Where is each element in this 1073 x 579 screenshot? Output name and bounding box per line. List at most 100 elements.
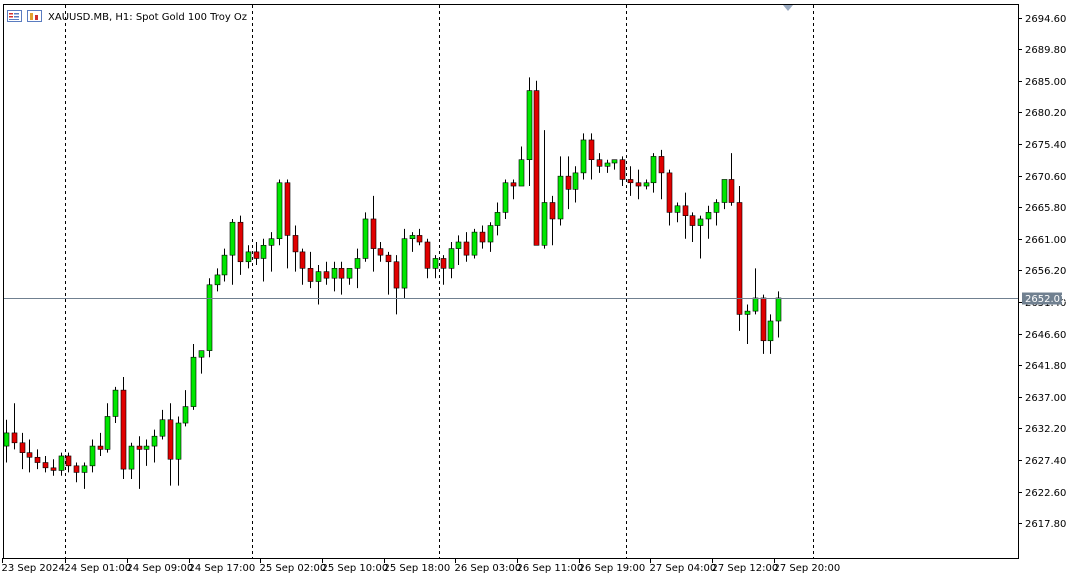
- candle: [705, 205, 712, 239]
- candle-body-bear: [292, 235, 299, 253]
- candle-body-bear: [689, 215, 696, 226]
- candle: [73, 462, 80, 483]
- time-tick-label: 24 Sep 01:00: [65, 563, 132, 574]
- candle-body-bear: [533, 90, 540, 246]
- candle-body-bull: [518, 159, 525, 187]
- candle: [362, 212, 369, 262]
- candle: [611, 159, 618, 170]
- candle: [58, 452, 65, 476]
- candle: [448, 242, 455, 279]
- candle-body-bull: [721, 179, 728, 203]
- candle-body-bear: [393, 261, 400, 289]
- candle-body-bear: [253, 251, 260, 259]
- candle: [81, 462, 88, 489]
- candle-body-bull: [409, 235, 416, 240]
- candle: [682, 192, 689, 239]
- price-tick-label: 2675.40: [1025, 140, 1066, 151]
- candle-body-bull: [175, 422, 182, 460]
- candle-body-bear: [619, 159, 626, 180]
- candle: [580, 133, 587, 180]
- time-tick-label: 23 Sep 2024: [2, 563, 65, 574]
- candle-body-bull: [643, 182, 650, 187]
- candle: [331, 261, 338, 292]
- price-tick-label: 2617.80: [1025, 519, 1066, 530]
- candle: [292, 225, 299, 272]
- current-price-label: 2652.01: [1022, 292, 1066, 305]
- candle: [549, 195, 556, 246]
- candle-body-bear: [424, 241, 431, 269]
- candle-body-bear: [42, 462, 49, 469]
- candle: [533, 80, 540, 246]
- candle: [136, 436, 143, 489]
- candle-body-bear: [760, 297, 767, 342]
- candle: [120, 376, 127, 479]
- candle-body-bear: [120, 389, 127, 470]
- candle-body-bull: [557, 175, 564, 220]
- chart-window-icon[interactable]: [7, 10, 22, 22]
- candle: [260, 238, 267, 282]
- candle-body-bull: [315, 271, 322, 282]
- candle-body-bear: [97, 445, 104, 450]
- candle: [97, 432, 104, 456]
- candle-body-bull: [455, 241, 462, 249]
- candle: [518, 146, 525, 187]
- candle: [565, 156, 572, 210]
- candle-body-bull: [190, 356, 197, 407]
- price-tick-label: 2670.60: [1025, 172, 1066, 183]
- candle: [627, 166, 634, 196]
- plot-area[interactable]: [3, 4, 1019, 559]
- candle: [572, 166, 579, 203]
- candle: [89, 439, 96, 473]
- candle-body-bull: [143, 445, 150, 450]
- candle: [190, 344, 197, 410]
- candle-body-bear: [284, 182, 291, 236]
- candle-body-bear: [307, 268, 314, 282]
- candle-body-bear: [73, 465, 80, 473]
- candle-body-bull: [89, 445, 96, 467]
- time-tick-label: 24 Sep 17:00: [189, 563, 256, 574]
- candle: [112, 386, 119, 424]
- candle: [245, 245, 252, 269]
- candle: [237, 215, 244, 275]
- candle-body-bull: [81, 465, 88, 473]
- price-tick-label: 2632.20: [1025, 424, 1066, 435]
- candle-body-bull: [331, 268, 338, 279]
- candle-body-bull: [674, 205, 681, 213]
- candle-body-bull: [104, 416, 111, 450]
- candle-body-bear: [627, 179, 634, 184]
- candle-body-bear: [479, 231, 486, 243]
- candle-body-bull: [697, 218, 704, 226]
- candle-body-bull: [214, 274, 221, 286]
- candle: [588, 133, 595, 180]
- candle-body-bull: [268, 238, 275, 246]
- candle-body-bear: [299, 251, 306, 269]
- candle: [728, 153, 735, 206]
- candle: [323, 261, 330, 285]
- candle: [650, 153, 657, 193]
- candle: [370, 195, 377, 272]
- candle: [455, 235, 462, 266]
- price-tick-label: 2665.80: [1025, 203, 1066, 214]
- candle-body-bull: [487, 225, 494, 243]
- candle-body-bear: [736, 202, 743, 315]
- shift-marker-icon[interactable]: [783, 5, 793, 11]
- symbol-properties-icon[interactable]: [27, 10, 42, 22]
- chart-title: XAUUSD.MB, H1: Spot Gold 100 Troy Oz: [48, 12, 247, 23]
- candle: [198, 350, 205, 374]
- time-tick-label: 26 Sep 19:00: [579, 563, 646, 574]
- candle: [11, 403, 18, 450]
- candle: [206, 278, 213, 358]
- candle-body-bull: [362, 218, 369, 259]
- price-tick-label: 2694.60: [1025, 14, 1066, 25]
- candle-body-bear: [666, 172, 673, 213]
- candle: [416, 228, 423, 246]
- candle-body-bear: [370, 218, 377, 249]
- candle: [338, 261, 345, 295]
- candle: [182, 390, 189, 427]
- candle: [151, 429, 158, 463]
- candle: [510, 179, 517, 200]
- price-tick-label: 2622.60: [1025, 488, 1066, 499]
